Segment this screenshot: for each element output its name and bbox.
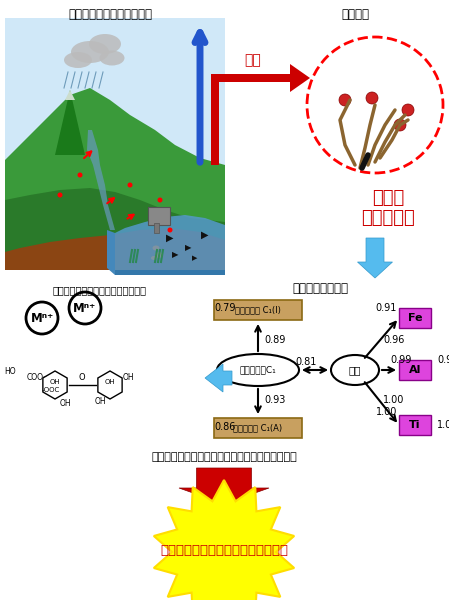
Ellipse shape: [100, 50, 124, 65]
Ellipse shape: [71, 41, 109, 63]
Polygon shape: [211, 74, 290, 82]
Text: 0.93: 0.93: [264, 395, 286, 405]
FancyBboxPatch shape: [214, 418, 302, 438]
Text: アルギン酸C₁: アルギン酸C₁: [240, 365, 277, 374]
Text: ▶: ▶: [192, 255, 198, 261]
Ellipse shape: [217, 354, 299, 386]
Polygon shape: [55, 90, 85, 155]
Circle shape: [339, 94, 351, 106]
FancyBboxPatch shape: [399, 308, 431, 328]
Polygon shape: [107, 230, 115, 275]
Polygon shape: [115, 270, 225, 275]
Ellipse shape: [64, 52, 92, 68]
Polygon shape: [5, 18, 225, 270]
Text: 本研究での解析例: 本研究での解析例: [292, 282, 348, 295]
Text: Mⁿ⁺: Mⁿ⁺: [31, 311, 53, 325]
FancyBboxPatch shape: [399, 415, 431, 435]
Polygon shape: [290, 64, 310, 92]
Polygon shape: [65, 90, 75, 100]
Circle shape: [78, 173, 83, 178]
Text: 0.79: 0.79: [214, 303, 235, 313]
Polygon shape: [43, 371, 67, 399]
Text: OH: OH: [105, 379, 115, 385]
Polygon shape: [5, 228, 225, 270]
Text: アルギン酸 C₁(I): アルギン酸 C₁(I): [235, 305, 281, 314]
FancyBboxPatch shape: [399, 360, 431, 380]
Text: アルギン酸と金属イオンの相互作用: アルギン酸と金属イオンの相互作用: [53, 285, 147, 295]
Text: Ti: Ti: [409, 420, 421, 430]
Polygon shape: [98, 371, 122, 399]
Text: OH: OH: [59, 398, 71, 407]
Ellipse shape: [153, 245, 159, 251]
Text: 分析・解析: 分析・解析: [361, 209, 415, 227]
Text: 丸ごと: 丸ごと: [372, 189, 404, 207]
Text: 0.91: 0.91: [376, 303, 397, 313]
Text: ▶: ▶: [201, 230, 209, 240]
Text: 0.99: 0.99: [437, 355, 449, 365]
Text: OH: OH: [94, 397, 106, 406]
Polygon shape: [5, 88, 225, 270]
Text: -OOC: -OOC: [42, 387, 60, 393]
Text: 0.89: 0.89: [264, 335, 286, 345]
Text: 資源回収・浄化技術への展開に期待: 資源回収・浄化技術への展開に期待: [160, 544, 288, 557]
Circle shape: [128, 182, 132, 187]
Circle shape: [69, 292, 101, 324]
Text: OH: OH: [122, 373, 134, 382]
Polygon shape: [357, 238, 392, 278]
Circle shape: [366, 92, 378, 104]
Circle shape: [57, 193, 62, 197]
Polygon shape: [154, 480, 294, 600]
Circle shape: [394, 119, 406, 131]
FancyBboxPatch shape: [214, 300, 302, 320]
Text: 1.00: 1.00: [376, 407, 397, 417]
Text: 採集: 採集: [245, 53, 261, 67]
Polygon shape: [211, 78, 219, 165]
Polygon shape: [87, 130, 115, 230]
Circle shape: [26, 302, 58, 334]
Text: COO⁻: COO⁻: [26, 373, 48, 382]
Text: Fe: Fe: [408, 313, 422, 323]
Text: 0.86: 0.86: [214, 422, 235, 432]
Text: O: O: [79, 373, 85, 382]
Ellipse shape: [155, 252, 163, 258]
Ellipse shape: [331, 355, 379, 385]
Circle shape: [158, 197, 163, 202]
Text: アルギン酸 C₁(A): アルギン酸 C₁(A): [233, 424, 282, 433]
Ellipse shape: [89, 34, 121, 54]
FancyBboxPatch shape: [148, 207, 170, 225]
Text: ▶: ▶: [166, 233, 174, 243]
Polygon shape: [5, 188, 225, 270]
Circle shape: [167, 227, 172, 232]
Text: 0.81: 0.81: [295, 357, 317, 367]
Circle shape: [307, 37, 443, 173]
Text: 0.96: 0.96: [383, 335, 405, 345]
Circle shape: [402, 104, 414, 116]
Polygon shape: [179, 468, 269, 504]
Text: 1.00: 1.00: [437, 420, 449, 430]
Text: ▶: ▶: [172, 251, 178, 259]
Text: 人間活動を含めた物質循環: 人間活動を含めた物質循環: [68, 8, 152, 21]
Text: 1.00: 1.00: [383, 395, 405, 405]
Text: Al: Al: [409, 365, 421, 375]
Text: 0.99: 0.99: [390, 355, 411, 365]
Text: 大型藻類: 大型藻類: [341, 8, 369, 21]
Text: ▶: ▶: [185, 244, 191, 253]
Text: 高分子多糖麺の構造的特徴とミネラル組成が同調: 高分子多糖麺の構造的特徴とミネラル組成が同調: [151, 452, 297, 462]
Polygon shape: [115, 215, 225, 270]
FancyBboxPatch shape: [154, 223, 159, 233]
Text: OH: OH: [50, 379, 60, 385]
Ellipse shape: [151, 256, 157, 260]
Text: 金属: 金属: [349, 365, 361, 375]
Polygon shape: [205, 364, 232, 392]
Text: Mⁿ⁺: Mⁿ⁺: [73, 301, 97, 314]
Text: HO: HO: [4, 367, 16, 376]
